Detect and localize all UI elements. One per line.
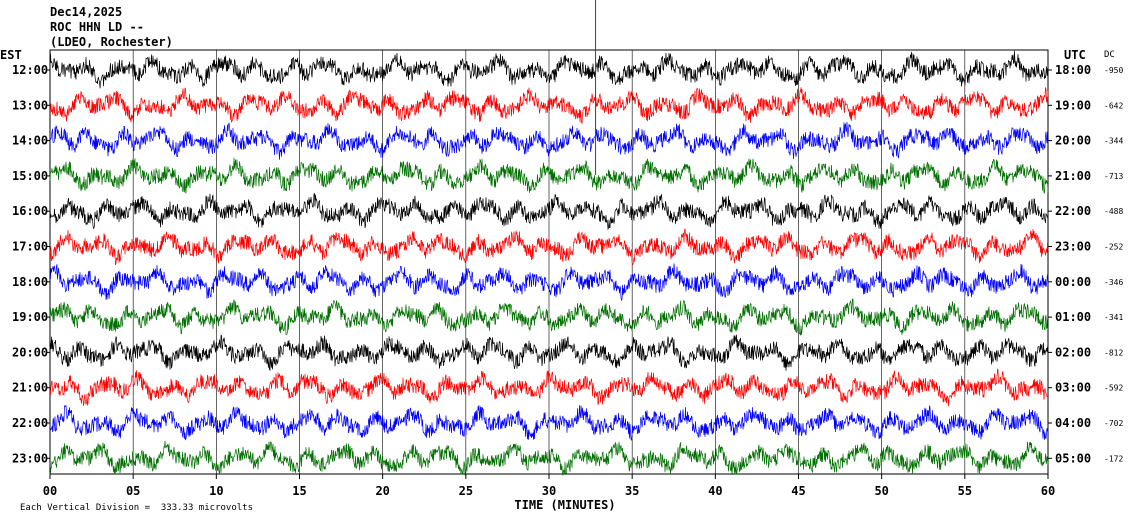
est-label: EST: [0, 48, 22, 62]
trace-row: [50, 405, 1049, 442]
axis-labels: 00 05 10 15 20 25 30 35 40 45 50 55 60 TIME (MINUTES)…: [0, 48, 1123, 512]
trace-row: [49, 87, 1049, 125]
row-dc-value: -346: [1104, 278, 1123, 287]
row-dc-value: -812: [1104, 348, 1123, 357]
row-dc-value: -702: [1104, 419, 1123, 428]
row-label-utc: 04:00: [1055, 416, 1091, 430]
trace-row: [49, 368, 1049, 407]
row-label-est: 20:00: [12, 345, 48, 359]
trace-row: [49, 440, 1049, 476]
x-tick-label: 15: [292, 484, 306, 498]
row-label-utc: 22:00: [1055, 204, 1091, 218]
header-network: (LDEO, Rochester): [50, 35, 173, 49]
row-label-est: 13:00: [12, 98, 48, 112]
row-dc-value: -341: [1104, 313, 1123, 322]
trace-row: [49, 298, 1049, 336]
row-label-utc: 05:00: [1055, 451, 1091, 465]
seismogram-traces: [49, 0, 1049, 476]
row-label-utc: 03:00: [1055, 381, 1091, 395]
utc-label: UTC: [1064, 48, 1086, 62]
row-dc-value: -950: [1104, 66, 1123, 75]
row-dc-value: -172: [1104, 454, 1123, 463]
footer-note: Each Vertical Division = 333.33 microvol…: [20, 503, 253, 513]
row-label-est: 19:00: [12, 310, 48, 324]
row-label-est: 12:00: [12, 63, 48, 77]
trace-row: [49, 228, 1049, 266]
x-tick-label: 60: [1041, 484, 1055, 498]
row-dc-value: -488: [1104, 207, 1123, 216]
row-dc-value: -252: [1104, 243, 1123, 252]
row-label-est: 18:00: [12, 275, 48, 289]
x-tick-label: 30: [542, 484, 556, 498]
header-station: ROC HHN LD --: [50, 20, 144, 34]
x-tick-label: 20: [375, 484, 389, 498]
row-label-est: 15:00: [12, 169, 48, 183]
row-label-utc: 19:00: [1055, 98, 1091, 112]
x-axis-label: TIME (MINUTES): [514, 498, 615, 512]
x-tick-label: 50: [874, 484, 888, 498]
row-label-est: 16:00: [12, 204, 48, 218]
row-label-est: 17:00: [12, 240, 48, 254]
x-tick-label: 45: [791, 484, 805, 498]
x-tick-label: 05: [126, 484, 140, 498]
row-label-utc: 01:00: [1055, 310, 1091, 324]
grid-lines: [46, 49, 1052, 479]
x-tick-label: 10: [209, 484, 223, 498]
row-label-utc: 20:00: [1055, 134, 1091, 148]
row-label-utc: 00:00: [1055, 275, 1091, 289]
row-label-utc: 23:00: [1055, 240, 1091, 254]
dc-label: DC: [1104, 50, 1115, 60]
header-date: Dec14,2025: [50, 5, 123, 19]
row-label-est: 22:00: [12, 416, 48, 430]
row-label-utc: 18:00: [1055, 63, 1091, 77]
trace-row: [49, 50, 1049, 89]
row-label-est: 23:00: [12, 451, 48, 465]
row-label-est: 14:00: [12, 134, 48, 148]
x-tick-label: 55: [958, 484, 972, 498]
x-tick-label: 25: [459, 484, 473, 498]
x-tick-label: 00: [43, 484, 57, 498]
x-tick-label: 40: [708, 484, 722, 498]
row-dc-value: -642: [1104, 101, 1123, 110]
trace-row: [49, 121, 1049, 160]
row-label-utc: 02:00: [1055, 345, 1091, 359]
trace-row: [49, 192, 1049, 231]
row-dc-value: -344: [1104, 137, 1123, 146]
row-label-est: 21:00: [12, 381, 48, 395]
trace-row: [49, 334, 1049, 372]
trace-row: [49, 263, 1049, 302]
row-dc-value: -592: [1104, 384, 1123, 393]
x-tick-label: 35: [625, 484, 639, 498]
row-dc-value: -713: [1104, 172, 1123, 181]
trace-row: [49, 157, 1049, 194]
row-label-utc: 21:00: [1055, 169, 1091, 183]
